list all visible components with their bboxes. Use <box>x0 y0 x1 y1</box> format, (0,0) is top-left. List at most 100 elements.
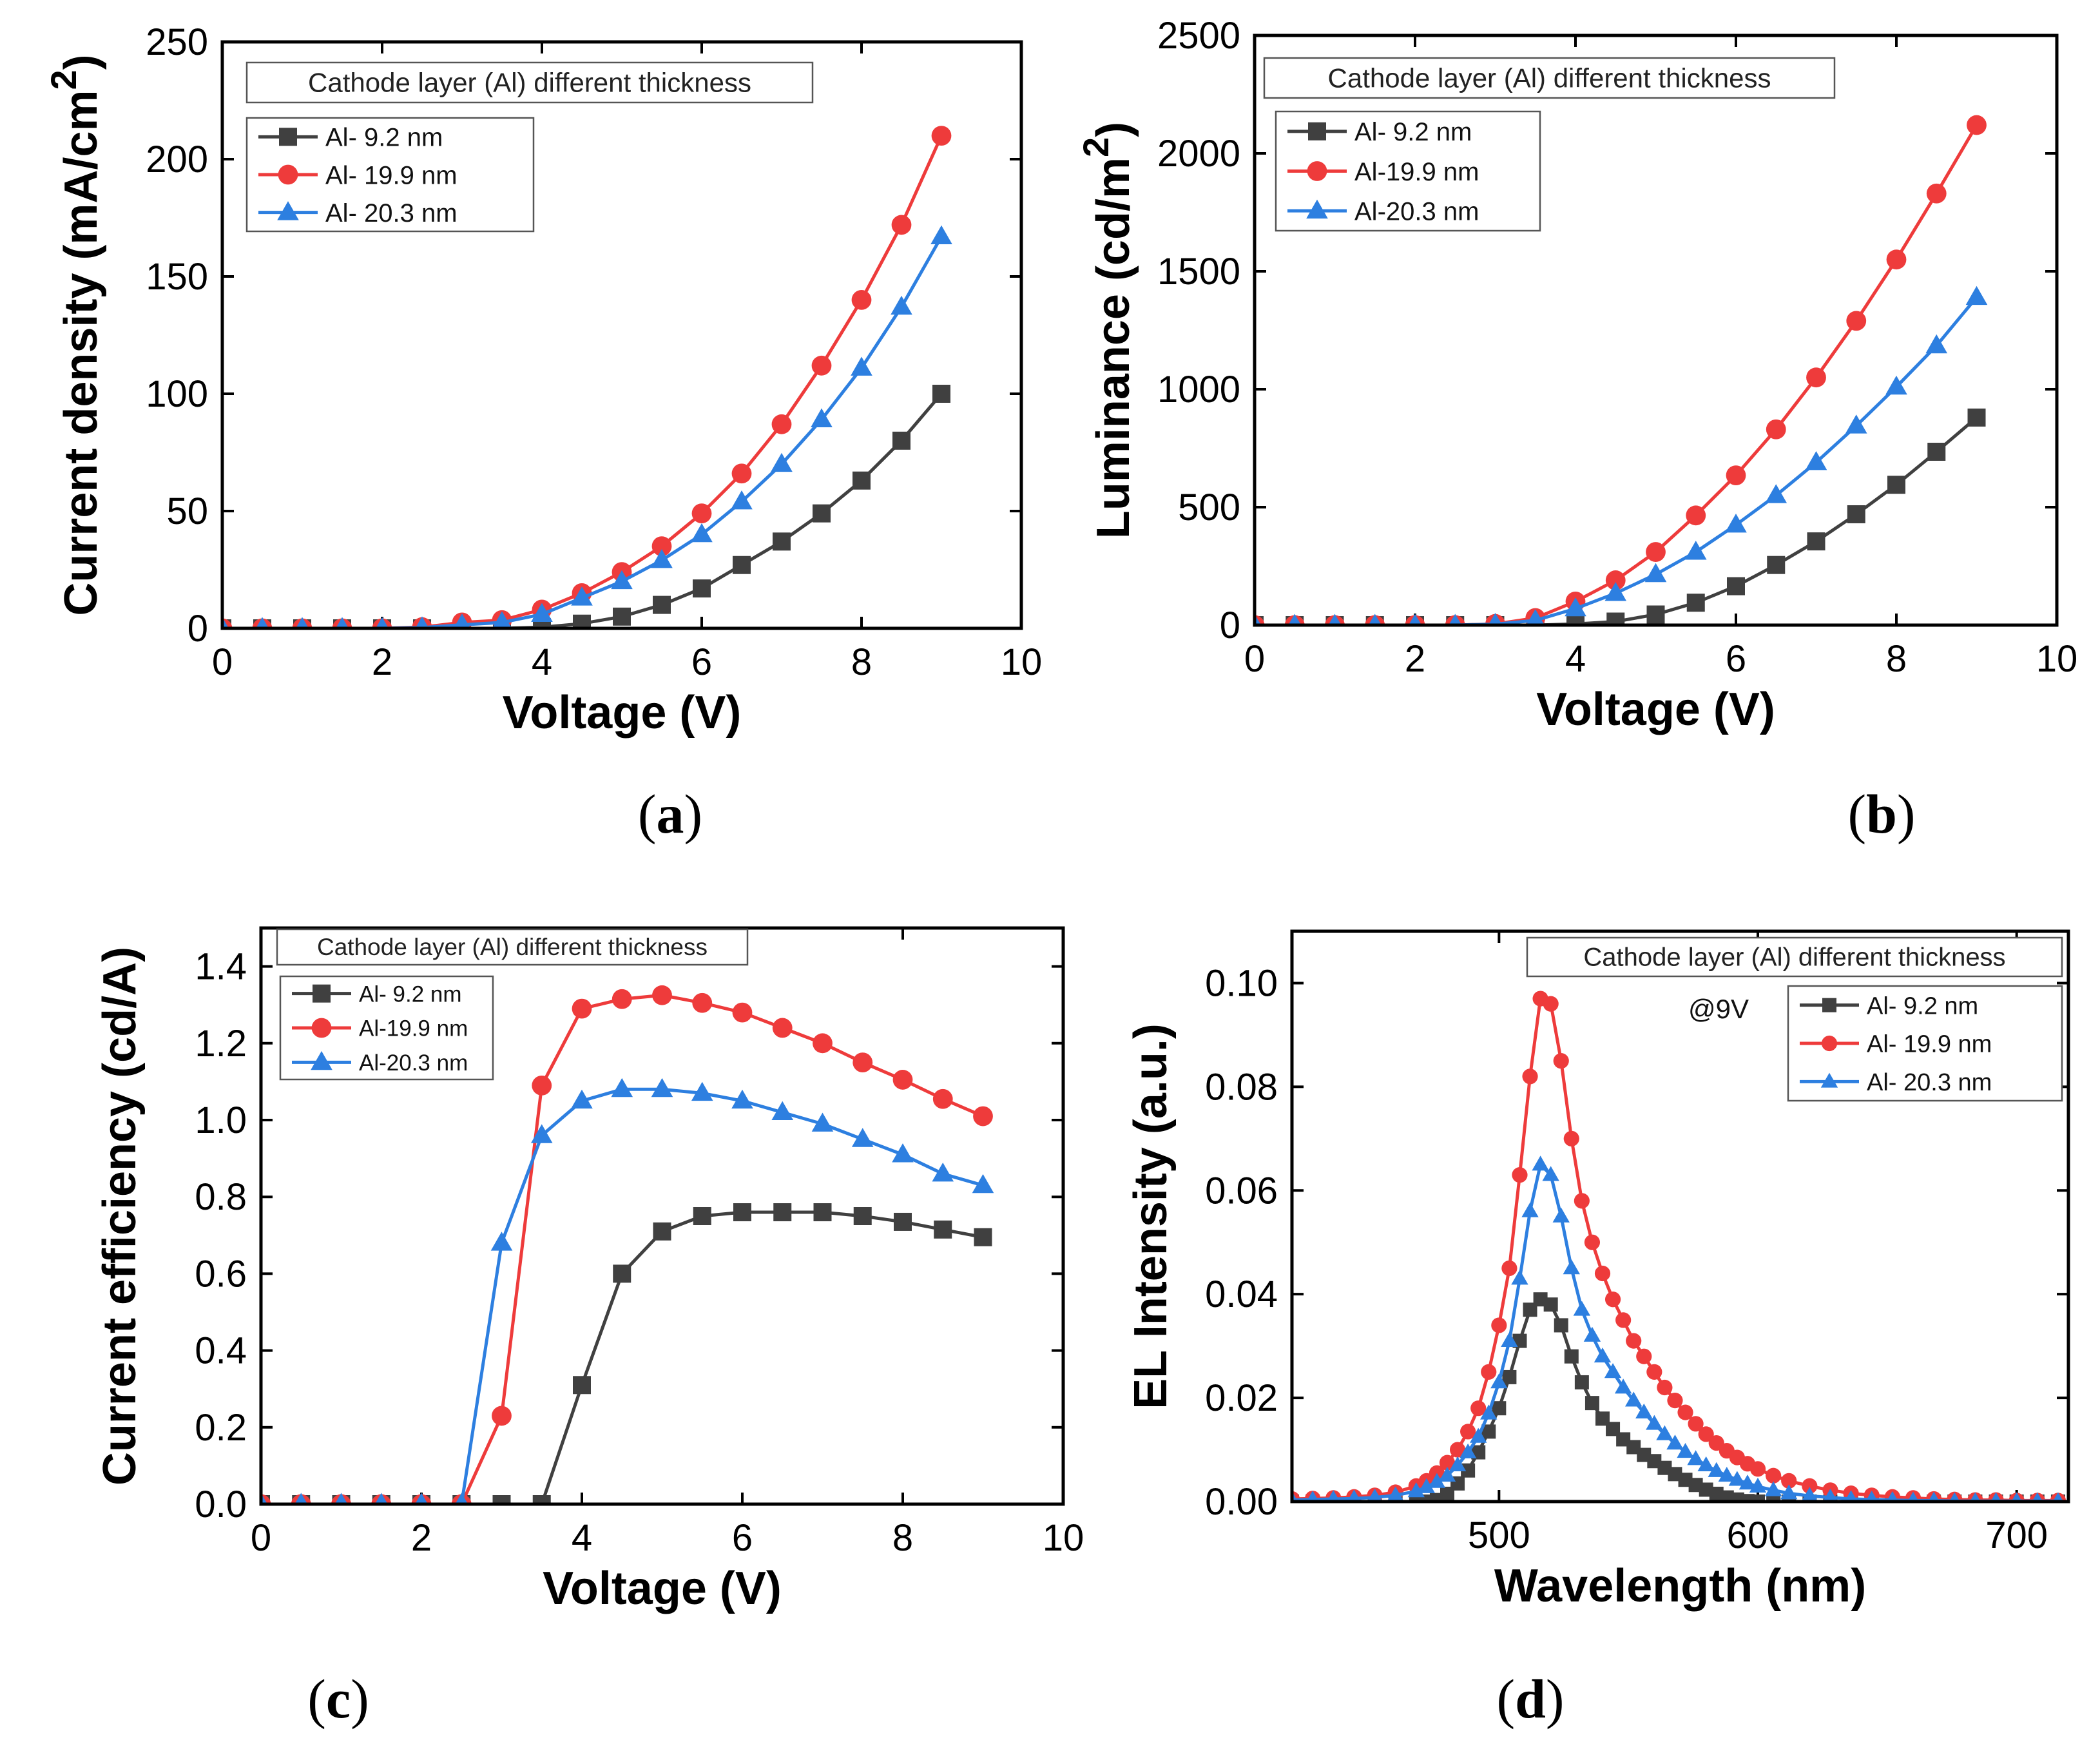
data-point <box>1604 1291 1621 1308</box>
data-point <box>733 556 751 574</box>
data-point <box>1845 414 1867 434</box>
data-point <box>1552 1207 1570 1223</box>
data-point <box>892 1143 914 1163</box>
y-axis-label-text: Luminance (cd/m <box>1088 157 1139 539</box>
data-point <box>1563 1259 1580 1275</box>
data-point <box>1727 577 1745 595</box>
legend-label: Al- 20.3 nm <box>1867 1069 1992 1096</box>
y-tick-label: 0.6 <box>195 1253 247 1295</box>
data-point <box>1526 609 1545 625</box>
y-tick-label: 0.10 <box>1205 962 1278 1004</box>
y-tick-label: 50 <box>166 490 208 532</box>
data-point <box>1449 1442 1466 1458</box>
data-point <box>1766 1494 1781 1502</box>
data-point <box>732 1002 753 1023</box>
data-point <box>613 607 631 626</box>
data-point <box>853 1052 873 1072</box>
data-point <box>1925 334 1948 354</box>
legend-label: Al- 9.2 nm <box>325 124 443 152</box>
data-point <box>1887 476 1905 494</box>
data-point <box>1708 1462 1725 1477</box>
legend-label: Al-20.3 nm <box>359 1050 468 1076</box>
data-point <box>1686 505 1706 526</box>
series-1 <box>261 1203 992 1504</box>
data-point <box>1656 1425 1673 1440</box>
legend-entry-2: Al- 19.9 nm <box>1800 1031 1992 1058</box>
data-point <box>1885 375 1907 395</box>
data-point <box>492 1406 512 1426</box>
data-point <box>1646 1364 1662 1380</box>
series-3 <box>222 225 952 628</box>
data-point <box>374 1493 388 1504</box>
legend-title: Cathode layer (Al) different thickness <box>317 934 708 960</box>
data-point <box>2032 1492 2043 1502</box>
y-axis-label-text: Current efficiency (cd/A) <box>94 947 146 1485</box>
panel-label: (d) <box>1496 1668 1564 1730</box>
y-tick-label: 1.2 <box>195 1023 247 1065</box>
data-point <box>1604 582 1627 601</box>
x-axis-label: Wavelength (nm) <box>1494 1560 1866 1612</box>
data-point <box>1886 1491 1899 1502</box>
data-point <box>853 1207 872 1225</box>
data-point <box>1461 1463 1476 1478</box>
data-point <box>414 1493 429 1504</box>
y-axis-label-close: ) <box>55 54 107 70</box>
data-point <box>256 617 269 628</box>
x-tick-label: 10 <box>1043 1517 1084 1559</box>
data-point <box>931 126 952 146</box>
data-point <box>296 617 309 628</box>
panel-label-open: ( <box>638 783 657 845</box>
series-2 <box>261 985 993 1504</box>
y-tick-label: 500 <box>1178 487 1240 528</box>
data-point <box>1805 450 1827 470</box>
y-tick-label: 2500 <box>1157 15 1240 57</box>
data-point <box>1644 563 1667 583</box>
x-tick-label: 2 <box>411 1517 432 1559</box>
legend-marker <box>311 1018 332 1038</box>
data-point <box>771 452 793 472</box>
legend-title: Cathode layer (Al) different thickness <box>1583 943 2005 972</box>
legend-title-box <box>1263 57 1836 99</box>
data-point <box>1428 1473 1446 1488</box>
x-tick-label: 4 <box>572 1517 592 1559</box>
data-point <box>1740 1494 1755 1502</box>
data-point <box>294 1493 308 1504</box>
legend-entry-2: Al-19.9 nm <box>1287 158 1479 186</box>
legend-marker <box>278 164 298 185</box>
x-tick-label: 2 <box>372 641 392 683</box>
data-point <box>1574 1375 1589 1389</box>
data-point <box>1532 1156 1549 1171</box>
data-point <box>811 1112 834 1132</box>
data-point <box>773 532 791 551</box>
legend-marker <box>1308 122 1326 140</box>
data-point <box>1677 1443 1694 1458</box>
legend-entry-3: Al-20.3 nm <box>1287 198 1479 226</box>
y-tick-label: 100 <box>146 373 208 415</box>
data-point <box>1967 115 1987 135</box>
data-point <box>1646 605 1665 624</box>
panel-label-letter: a <box>657 783 684 845</box>
legend-marker <box>1820 1072 1838 1088</box>
data-point <box>1806 367 1826 388</box>
panel-label: (c) <box>307 1668 369 1730</box>
data-point <box>693 579 711 598</box>
legend-title-box <box>276 928 749 966</box>
data-point <box>653 595 671 614</box>
data-point <box>894 1212 912 1231</box>
data-point <box>1765 484 1787 503</box>
data-point <box>1574 1193 1590 1209</box>
data-point <box>1801 1487 1818 1502</box>
panel-label-open: ( <box>1847 783 1866 845</box>
data-point <box>1807 532 1825 551</box>
legend-title-box <box>1526 936 2063 978</box>
data-point <box>1481 1424 1496 1439</box>
data-point <box>1288 614 1302 625</box>
series-line <box>222 235 943 628</box>
data-point <box>1564 1349 1579 1364</box>
data-point <box>1501 1260 1517 1277</box>
data-point <box>1502 1369 1517 1384</box>
legend-label: Al- 9.2 nm <box>1354 118 1472 146</box>
plot-area <box>1292 991 2066 1502</box>
data-point <box>1605 570 1626 590</box>
